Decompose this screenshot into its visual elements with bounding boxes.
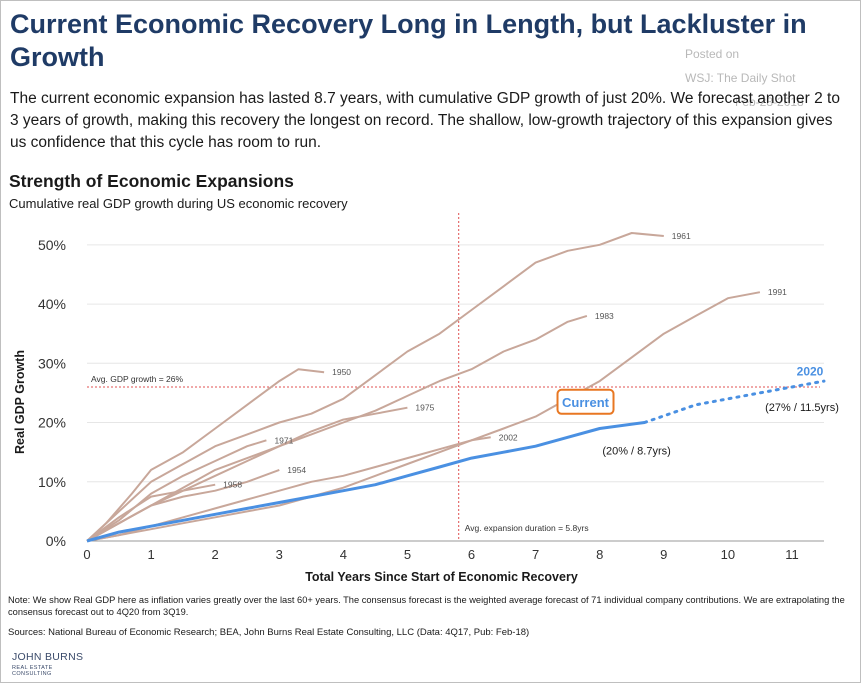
avg-duration-label: Avg. expansion duration = 5.8yrs <box>465 523 589 533</box>
series-line-1961 <box>86 232 664 542</box>
x-tick-label: 4 <box>340 547 347 562</box>
footnote: Note: We show Real GDP here as inflation… <box>8 595 845 617</box>
series-line-1950 <box>86 368 325 542</box>
economic-expansions-chart: 0% 10% 20% 30% 40% 50% 0 1 2 3 4 5 6 7 8 9 10 11 Total Yea… <box>13 213 839 584</box>
intro-paragraph: The current economic expansion has laste… <box>10 90 840 151</box>
series-label-2002: 2002 <box>499 432 518 442</box>
series-label-1983: 1983 <box>595 311 614 321</box>
watermark-posted-on: Posted on <box>685 47 740 61</box>
x-tick-label: 6 <box>468 547 475 562</box>
series-label-1950: 1950 <box>332 367 351 377</box>
y-tick-label: 40% <box>38 296 66 312</box>
x-axis-title: Total Years Since Start of Economic Reco… <box>305 570 578 584</box>
chart-title: Strength of Economic Expansions <box>9 171 294 191</box>
series-line-1983 <box>86 314 588 542</box>
x-tick-label: 8 <box>596 547 603 562</box>
series-label-1954: 1954 <box>287 465 306 475</box>
forecast-point-label: (27% / 11.5yrs) <box>765 402 839 414</box>
x-tick-label: 3 <box>276 547 283 562</box>
x-tick-label: 9 <box>660 547 667 562</box>
y-axis-title: Real GDP Growth <box>13 350 27 454</box>
watermark-source: WSJ: The Daily Shot <box>685 71 796 85</box>
logo-main-text: JOHN BURNS <box>12 651 84 663</box>
series-line-1975 <box>86 406 408 542</box>
current-point-label: (20% / 8.7yrs) <box>602 446 670 458</box>
series-label-1971: 1971 <box>274 435 293 445</box>
x-tick-label: 0 <box>83 547 90 562</box>
chart-subtitle: Cumulative real GDP growth during US eco… <box>9 196 348 211</box>
series-label-1991: 1991 <box>768 287 787 297</box>
x-tick-label: 11 <box>785 547 799 562</box>
y-tick-label: 50% <box>38 237 66 253</box>
logo-sub-text: REAL ESTATE CONSULTING <box>12 665 53 677</box>
page-title: Current Economic Recovery Long in Length… <box>10 9 807 72</box>
current-callout-box <box>556 388 615 415</box>
series-line-1991 <box>86 291 761 542</box>
x-tick-label: 1 <box>147 547 154 562</box>
series-label-1958: 1958 <box>223 480 242 490</box>
x-tick-label: 2 <box>212 547 219 562</box>
series-label-1961: 1961 <box>672 231 691 241</box>
current-callout-label: Current <box>562 395 610 410</box>
watermark-date: Feb-28-2018 <box>735 95 804 109</box>
sources-line: Sources: National Bureau of Economic Res… <box>8 627 530 638</box>
john-burns-logo: JOHN BURNS REAL ESTATE CONSULTING <box>12 651 92 677</box>
y-tick-label: 30% <box>38 355 66 371</box>
avg-growth-label: Avg. GDP growth = 26% <box>91 374 183 384</box>
x-tick-label: 5 <box>404 547 411 562</box>
series-line-1971 <box>86 439 267 542</box>
series-label-1975: 1975 <box>415 403 434 413</box>
series-line-1958 <box>86 483 216 542</box>
y-tick-label: 0% <box>46 533 66 549</box>
series-line-current <box>86 421 645 543</box>
y-tick-label: 20% <box>38 415 66 431</box>
forecast-year-label: 2020 <box>797 364 824 378</box>
series-line-1954 <box>86 468 280 542</box>
x-tick-label: 7 <box>532 547 539 562</box>
x-tick-label: 10 <box>721 547 735 562</box>
series-line-forecast <box>643 379 826 424</box>
y-tick-label: 10% <box>38 474 66 490</box>
